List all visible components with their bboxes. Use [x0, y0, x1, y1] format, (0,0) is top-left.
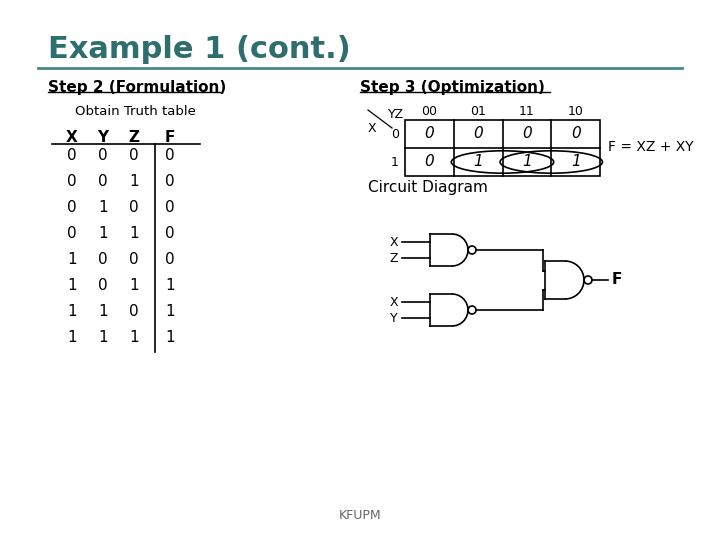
Text: 0: 0 [571, 126, 580, 141]
Text: 0: 0 [165, 148, 175, 163]
Text: 0: 0 [98, 252, 108, 267]
Text: 0: 0 [522, 126, 532, 141]
Text: X: X [390, 235, 398, 248]
Text: 0: 0 [98, 174, 108, 189]
Text: 1: 1 [129, 278, 139, 293]
Text: 0: 0 [129, 304, 139, 319]
Text: 0: 0 [473, 126, 483, 141]
Text: 0: 0 [165, 226, 175, 241]
Text: Z: Z [390, 252, 398, 265]
Text: 1: 1 [98, 200, 108, 215]
Text: 1: 1 [473, 154, 483, 170]
Text: 0: 0 [129, 148, 139, 163]
Text: 1: 1 [67, 252, 77, 267]
Text: Step 3 (Optimization): Step 3 (Optimization) [360, 80, 545, 95]
Text: 0: 0 [67, 148, 77, 163]
Text: 0: 0 [391, 127, 399, 140]
Text: 0: 0 [98, 278, 108, 293]
Text: 0: 0 [67, 174, 77, 189]
Text: 0: 0 [129, 200, 139, 215]
Text: X: X [368, 122, 377, 135]
Text: 0: 0 [165, 252, 175, 267]
Text: 1: 1 [571, 154, 580, 170]
Text: KFUPM: KFUPM [338, 509, 382, 522]
Text: 0: 0 [67, 200, 77, 215]
Text: X: X [66, 130, 78, 145]
Text: 1: 1 [522, 154, 532, 170]
Text: 1: 1 [391, 156, 399, 168]
Text: 00: 00 [421, 105, 437, 118]
Text: 1: 1 [165, 304, 175, 319]
Text: 1: 1 [129, 226, 139, 241]
Bar [405, 120, 600, 176]
Text: 01: 01 [470, 105, 486, 118]
Text: 0: 0 [67, 226, 77, 241]
Text: 1: 1 [98, 330, 108, 345]
Text: 10: 10 [567, 105, 584, 118]
Text: 0: 0 [129, 252, 139, 267]
Text: 1: 1 [165, 330, 175, 345]
Text: 0: 0 [425, 126, 434, 141]
Text: 1: 1 [98, 304, 108, 319]
Text: Z: Z [128, 130, 140, 145]
Text: Circuit Diagram: Circuit Diagram [368, 180, 488, 195]
Text: 0: 0 [425, 154, 434, 170]
Text: 11: 11 [519, 105, 535, 118]
Text: 0: 0 [165, 200, 175, 215]
Text: F = XZ + XY: F = XZ + XY [608, 140, 693, 154]
Text: 1: 1 [67, 278, 77, 293]
Text: X: X [390, 295, 398, 308]
Text: F: F [612, 273, 622, 287]
Text: Example 1 (cont.): Example 1 (cont.) [48, 35, 351, 64]
Text: 1: 1 [129, 174, 139, 189]
Text: F: F [165, 130, 175, 145]
Text: Obtain Truth table: Obtain Truth table [75, 105, 196, 118]
Text: 1: 1 [129, 330, 139, 345]
Text: Y: Y [97, 130, 109, 145]
Text: Step 2 (Formulation): Step 2 (Formulation) [48, 80, 226, 95]
Text: 1: 1 [165, 278, 175, 293]
Text: 1: 1 [67, 304, 77, 319]
Text: 1: 1 [67, 330, 77, 345]
Text: 0: 0 [165, 174, 175, 189]
Text: 0: 0 [98, 148, 108, 163]
Text: Y: Y [390, 312, 398, 325]
Text: YZ: YZ [388, 108, 404, 121]
Text: 1: 1 [98, 226, 108, 241]
